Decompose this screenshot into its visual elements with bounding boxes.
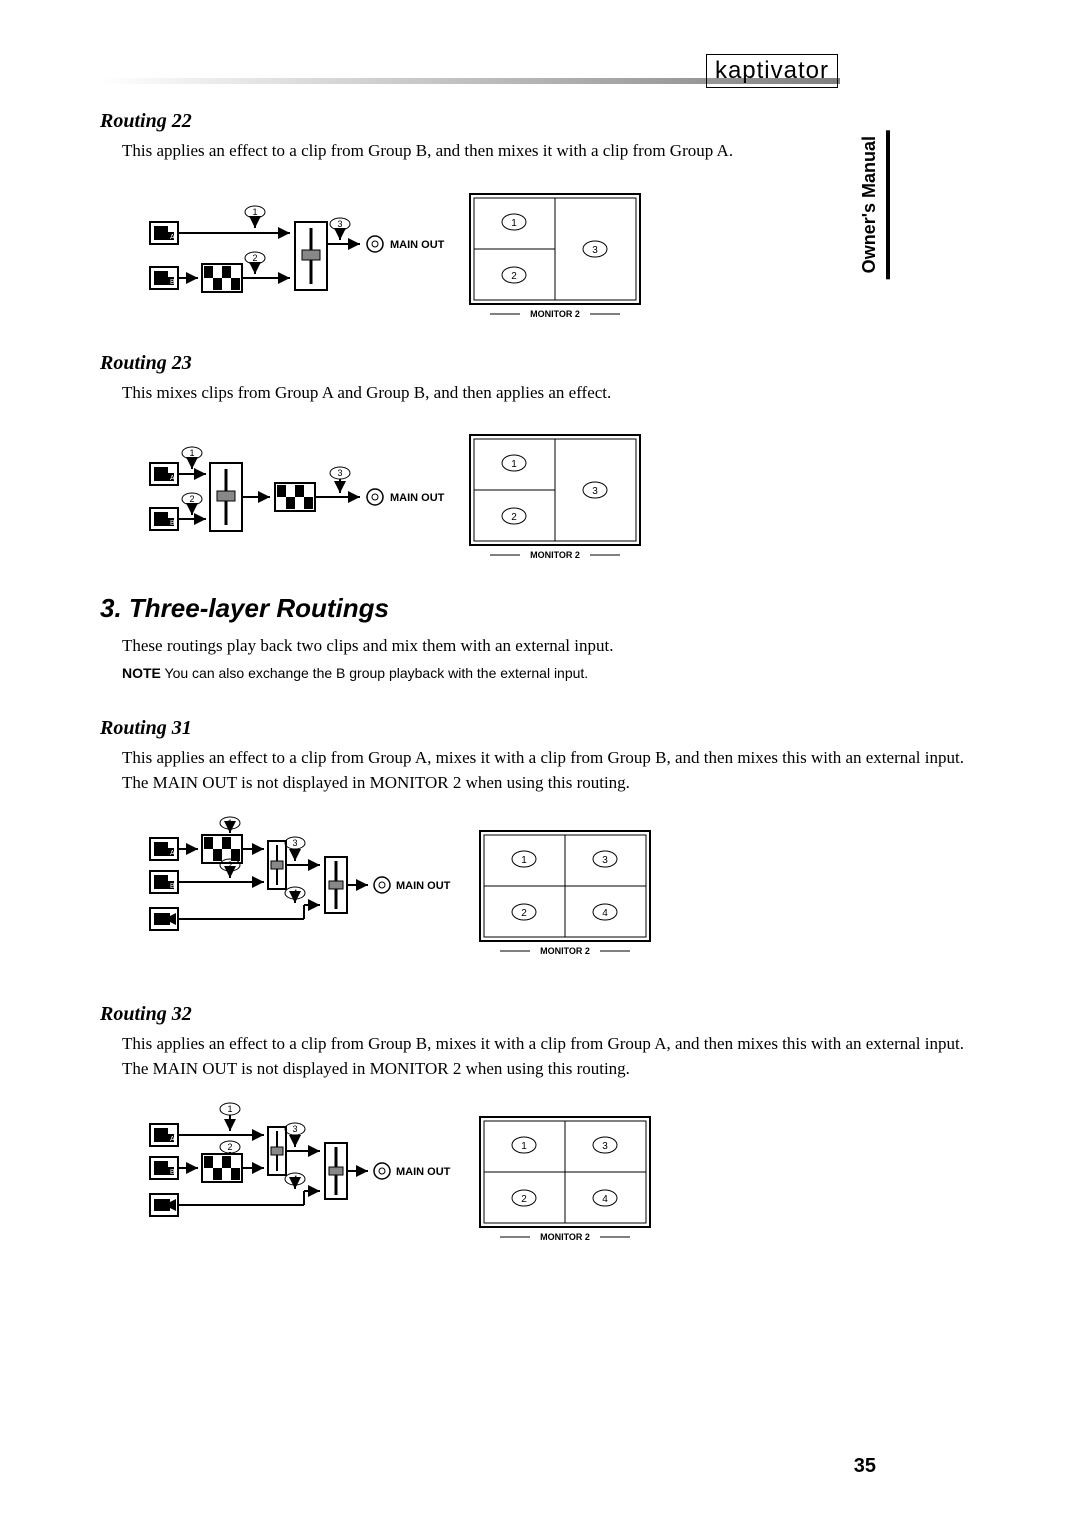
svg-text:MAIN OUT: MAIN OUT xyxy=(396,880,451,892)
note-text: You can also exchange the B group playba… xyxy=(165,665,589,681)
three-layer-intro: These routings play back two clips and m… xyxy=(122,634,980,659)
page-number: 35 xyxy=(854,1455,876,1478)
routing-22-diagram: A B 1 xyxy=(140,182,980,322)
svg-text:4: 4 xyxy=(602,1194,608,1205)
svg-text:3: 3 xyxy=(292,1124,297,1134)
svg-text:2: 2 xyxy=(521,908,527,919)
svg-text:2: 2 xyxy=(511,271,517,282)
svg-text:2: 2 xyxy=(227,860,232,870)
three-layer-title: 3. Three-layer Routings xyxy=(100,593,980,624)
routing-31-title: Routing 31 xyxy=(100,717,980,740)
svg-text:MONITOR 2: MONITOR 2 xyxy=(540,946,590,956)
svg-text:1: 1 xyxy=(227,818,232,828)
svg-text:A: A xyxy=(170,475,175,482)
svg-text:B: B xyxy=(170,1169,175,1176)
routing-23-text: This mixes clips from Group A and Group … xyxy=(122,381,980,406)
note-label: NOTE xyxy=(122,665,161,681)
svg-text:1: 1 xyxy=(521,855,527,866)
page-content: Routing 22 This applies an effect to a c… xyxy=(100,110,980,1259)
svg-text:1: 1 xyxy=(511,218,517,229)
svg-text:2: 2 xyxy=(252,253,257,263)
svg-text:B: B xyxy=(170,520,175,527)
svg-text:B: B xyxy=(170,883,175,890)
svg-text:1: 1 xyxy=(511,459,517,470)
svg-text:MONITOR 2: MONITOR 2 xyxy=(540,1232,590,1242)
svg-text:MONITOR 2: MONITOR 2 xyxy=(530,309,580,319)
svg-text:A: A xyxy=(170,1136,175,1143)
svg-text:1: 1 xyxy=(252,207,257,217)
svg-text:2: 2 xyxy=(189,494,194,504)
svg-text:A: A xyxy=(170,234,175,241)
svg-text:4: 4 xyxy=(292,888,297,898)
svg-text:3: 3 xyxy=(337,219,342,229)
side-tab-label: Owner's Manual xyxy=(859,130,890,279)
three-layer-note: NOTE You can also exchange the B group p… xyxy=(122,665,980,681)
routing-22-title: Routing 22 xyxy=(100,110,980,133)
routing-31-text: This applies an effect to a clip from Gr… xyxy=(122,746,980,795)
svg-text:1: 1 xyxy=(521,1141,527,1152)
svg-text:3: 3 xyxy=(592,486,598,497)
svg-text:3: 3 xyxy=(602,855,608,866)
svg-text:2: 2 xyxy=(511,512,517,523)
routing-32-text: This applies an effect to a clip from Gr… xyxy=(122,1032,980,1081)
svg-text:3: 3 xyxy=(337,468,342,478)
svg-text:B: B xyxy=(170,279,175,286)
routing-22-text: This applies an effect to a clip from Gr… xyxy=(122,139,980,164)
svg-text:MAIN OUT: MAIN OUT xyxy=(390,239,445,251)
svg-text:2: 2 xyxy=(521,1194,527,1205)
routing-23-title: Routing 23 xyxy=(100,352,980,375)
routing-32-title: Routing 32 xyxy=(100,1003,980,1026)
svg-text:3: 3 xyxy=(602,1141,608,1152)
svg-text:4: 4 xyxy=(602,908,608,919)
svg-text:3: 3 xyxy=(592,245,598,256)
svg-text:3: 3 xyxy=(292,838,297,848)
svg-text:1: 1 xyxy=(227,1104,232,1114)
brand-logo: kaptivator xyxy=(706,54,838,88)
svg-text:A: A xyxy=(170,850,175,857)
svg-text:MAIN OUT: MAIN OUT xyxy=(396,1166,451,1178)
routing-23-diagram: A B 1 2 xyxy=(140,423,980,563)
routing-31-diagram: A 1 B xyxy=(140,813,980,973)
routing-32-diagram: A 1 B xyxy=(140,1099,980,1259)
svg-text:4: 4 xyxy=(292,1174,297,1184)
svg-text:1: 1 xyxy=(189,448,194,458)
svg-text:MAIN OUT: MAIN OUT xyxy=(390,492,445,504)
svg-text:2: 2 xyxy=(227,1142,232,1152)
svg-text:MONITOR 2: MONITOR 2 xyxy=(530,550,580,560)
